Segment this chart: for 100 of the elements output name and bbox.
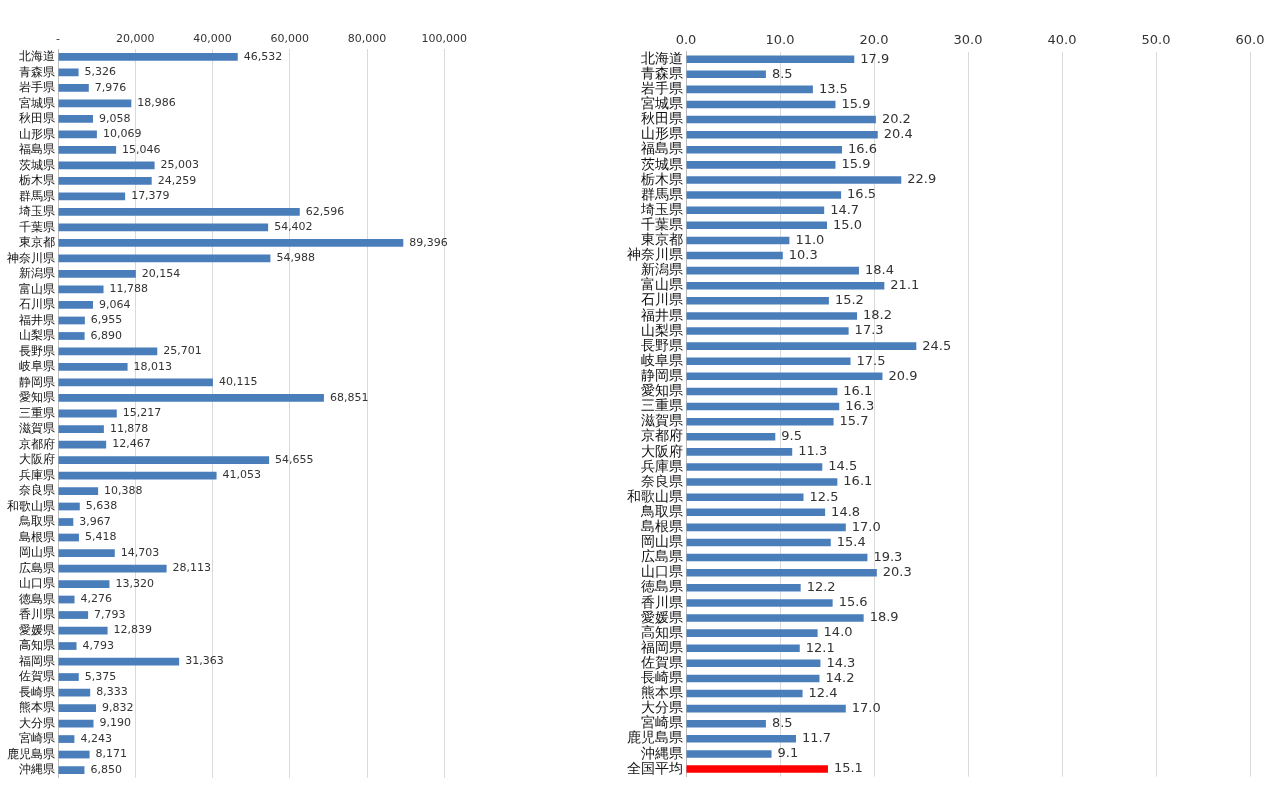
bar xyxy=(686,70,766,79)
x-tick-label: 10.0 xyxy=(765,32,795,48)
y-tick-label: 島根県 xyxy=(641,518,683,535)
data-label: 15.7 xyxy=(839,413,869,429)
y-tick-label: 東京都 xyxy=(641,231,683,248)
bar xyxy=(686,674,820,683)
data-label: 5,375 xyxy=(84,669,117,683)
data-label: 6,850 xyxy=(90,762,122,776)
bar xyxy=(58,735,75,743)
y-tick-label: 佐賀県 xyxy=(19,669,55,684)
bar xyxy=(58,84,89,92)
data-label: 54,655 xyxy=(275,452,314,466)
y-tick-label: 岡山県 xyxy=(641,533,683,550)
y-tick-label: 奈良県 xyxy=(641,472,683,489)
y-tick-label: 石川県 xyxy=(19,297,55,312)
y-tick-label: 山梨県 xyxy=(19,328,55,343)
x-tick-label: 50.0 xyxy=(1141,32,1171,48)
data-label: 20.3 xyxy=(882,564,912,580)
y-tick-label: 富山県 xyxy=(19,281,55,296)
bar xyxy=(58,192,126,201)
x-tick-label: 100,000 xyxy=(421,32,468,46)
bar xyxy=(58,673,79,681)
y-tick-label: 兵庫県 xyxy=(19,467,55,482)
data-label: 25,701 xyxy=(163,344,202,358)
y-tick-label: 千葉県 xyxy=(19,219,55,234)
data-label: 5,326 xyxy=(84,65,117,79)
bar xyxy=(686,402,840,411)
data-label: 12.4 xyxy=(808,684,838,700)
data-label: 20.9 xyxy=(888,367,918,383)
bar xyxy=(686,281,885,290)
y-tick-label: 静岡県 xyxy=(19,374,55,389)
y-tick-label: 福井県 xyxy=(19,312,55,327)
data-label: 14.5 xyxy=(828,458,858,474)
y-tick-label: 秋田県 xyxy=(19,111,55,126)
bar xyxy=(686,327,849,335)
y-tick-label: 福井県 xyxy=(641,306,683,323)
data-label: 9,058 xyxy=(98,111,131,125)
bar xyxy=(686,251,783,260)
bar xyxy=(686,659,821,668)
data-label: 15.9 xyxy=(841,95,871,111)
data-label: 11.3 xyxy=(798,443,828,459)
y-tick-label: 福岡県 xyxy=(19,653,55,668)
data-label: 89,396 xyxy=(409,235,448,249)
data-label: 16.1 xyxy=(843,382,873,398)
y-tick-label: 愛媛県 xyxy=(19,622,55,637)
data-label: 11.0 xyxy=(795,231,825,247)
x-tick-label: 60.0 xyxy=(1235,32,1265,48)
data-label: 9.1 xyxy=(777,745,799,761)
bar xyxy=(686,55,855,63)
y-tick-label: 福島県 xyxy=(641,140,683,157)
bar xyxy=(686,85,813,94)
y-tick-label: 和歌山県 xyxy=(7,498,55,513)
x-tick-label: 30.0 xyxy=(953,32,983,48)
y-tick-label: 神奈川県 xyxy=(627,246,683,263)
data-label: 5,638 xyxy=(85,499,118,513)
y-tick-label: 茨城県 xyxy=(19,157,55,172)
data-label: 7,793 xyxy=(94,607,126,621)
bar xyxy=(686,689,803,698)
bar xyxy=(686,387,838,396)
data-label: 24,259 xyxy=(157,173,197,187)
bar xyxy=(58,626,108,635)
bar xyxy=(686,735,796,743)
data-label: 41,053 xyxy=(222,468,262,482)
y-tick-label: 岐阜県 xyxy=(641,351,683,368)
data-label: 18,013 xyxy=(133,359,173,373)
data-label: 21.1 xyxy=(890,277,920,293)
data-label: 12.1 xyxy=(805,639,835,655)
bar xyxy=(686,553,868,562)
bar xyxy=(686,644,800,652)
y-tick-label: 静岡県 xyxy=(641,366,683,383)
data-label: 9,064 xyxy=(99,297,131,311)
bar xyxy=(58,363,128,371)
data-label: 14,703 xyxy=(120,545,160,559)
bar xyxy=(686,629,818,637)
bar xyxy=(686,312,858,320)
data-label: 68,851 xyxy=(329,390,369,404)
bar xyxy=(686,508,826,517)
data-label: 40,115 xyxy=(218,375,258,389)
y-tick-label: 長崎県 xyxy=(19,684,55,699)
y-tick-label: 大阪府 xyxy=(19,452,55,467)
y-tick-label: 山形県 xyxy=(641,125,683,142)
data-label: 15.0 xyxy=(833,216,862,232)
y-tick-label: 鳥取県 xyxy=(640,502,683,519)
bar xyxy=(686,463,823,471)
data-label: 10.3 xyxy=(788,246,818,262)
y-tick-label: 岡山県 xyxy=(19,545,55,560)
data-label: 6,955 xyxy=(90,313,123,327)
x-tick-label: 80,000 xyxy=(347,32,387,46)
x-tick-label: 20.0 xyxy=(859,32,889,48)
x-tick-label: 0.0 xyxy=(675,32,697,48)
y-tick-label: 山梨県 xyxy=(641,321,683,338)
bar xyxy=(686,342,917,350)
bar xyxy=(58,564,167,573)
bar xyxy=(686,448,793,456)
x-tick-label: 20,000 xyxy=(116,32,155,46)
data-label: 22.9 xyxy=(907,171,937,187)
y-tick-label: 岩手県 xyxy=(641,80,683,96)
bar xyxy=(58,285,104,294)
y-tick-label: 愛知県 xyxy=(19,390,55,405)
y-tick-label: 宮崎県 xyxy=(19,731,55,746)
